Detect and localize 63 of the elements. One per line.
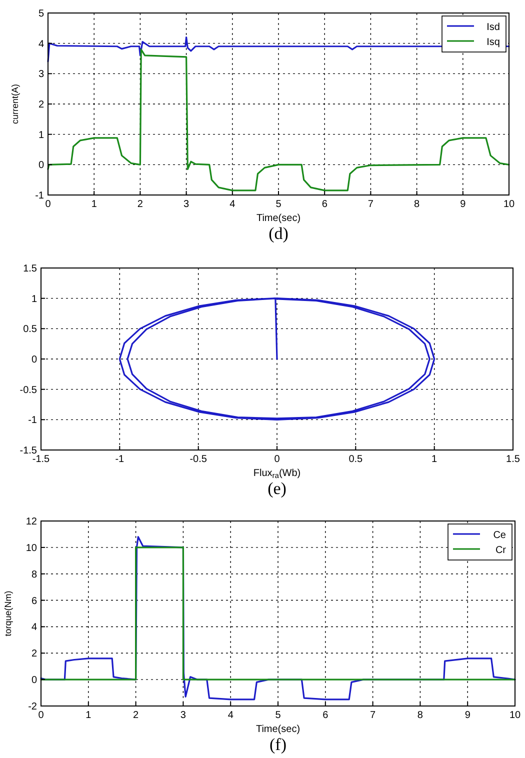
y-tick-label: 1 (38, 130, 44, 141)
x-tick-label: 8 (417, 710, 424, 721)
text: (e) (268, 479, 286, 498)
x-tick-label: 4 (228, 710, 234, 721)
x-tick-label: 1.5 (506, 454, 520, 465)
line-series (118, 298, 436, 420)
y-tick-label: 4 (38, 38, 44, 50)
x-tick-label: 1 (86, 710, 92, 721)
y-axis-title: torque(Nm) (3, 590, 13, 636)
x-tick-label: 10 (503, 199, 515, 210)
text: (f) (270, 735, 286, 754)
x-tick-label: -0.5 (190, 454, 208, 465)
x-tick-label: 3 (180, 710, 186, 721)
legend-label: Isq (486, 37, 500, 48)
y-tick-label: 5 (38, 8, 44, 20)
text: (d) (268, 224, 288, 243)
x-tick-label: 6 (322, 710, 329, 721)
x-tick-label: 0 (274, 454, 280, 465)
y-tick-label: 8 (31, 569, 38, 580)
y-tick-label: 12 (26, 516, 38, 528)
y-tick-label: 6 (31, 596, 38, 607)
y-tick-label: -1 (28, 415, 38, 426)
x-tick-label: 2 (133, 710, 140, 721)
y-tick-label: 1.5 (23, 264, 38, 274)
x-tick-label: 5 (275, 710, 282, 721)
x-tick-label: 9 (460, 199, 466, 210)
x-axis-title: Time(sec) (256, 213, 301, 224)
x-tick-label: 5 (276, 199, 282, 210)
x-axis-title: Flux$_{ra}$(Wb) (253, 468, 301, 480)
y-tick-label: 0 (31, 675, 38, 686)
y-tick-label: 1 (31, 294, 38, 305)
x-tick-label: 3 (184, 199, 190, 210)
x-tick-label: 8 (414, 199, 420, 210)
legend-label: Cr (495, 545, 507, 556)
x-tick-label: -1 (115, 454, 125, 465)
y-tick-label: -0.5 (20, 384, 38, 396)
x-tick-label: 4 (230, 199, 236, 210)
y-tick-label: 2 (31, 648, 38, 660)
x-tick-label: 2 (137, 199, 144, 210)
x-tick-label: 1 (91, 199, 98, 210)
y-tick-label: 2 (38, 100, 44, 110)
legend-label: Isd (486, 22, 500, 33)
y-tick-label: -1.5 (20, 446, 38, 456)
line-series (47, 48, 510, 192)
x-tick-label: 7 (370, 710, 376, 721)
x-tick-label: 9 (464, 710, 471, 721)
x-tick-label: 6 (322, 199, 328, 210)
y-tick-label: 3 (38, 69, 44, 80)
legend-label: Ce (493, 530, 506, 541)
x-axis-title: Time(sec) (256, 724, 300, 735)
y-tick-label: 4 (31, 622, 38, 634)
y-tick-label: 0.5 (23, 324, 38, 336)
y-tick-label: -1 (35, 190, 44, 202)
y-tick-label: 10 (26, 542, 38, 554)
x-tick-label: 0.5 (348, 454, 364, 465)
y-axis-title: current(A) (10, 84, 20, 124)
y-tick-label: 0 (31, 354, 38, 366)
x-tick-label: 7 (368, 199, 374, 210)
x-tick-label: 0 (45, 199, 52, 210)
y-tick-label: -2 (28, 702, 38, 712)
y-tick-label: 0 (38, 160, 44, 172)
x-tick-label: 10 (509, 710, 521, 721)
x-tick-label: 1 (432, 454, 438, 465)
